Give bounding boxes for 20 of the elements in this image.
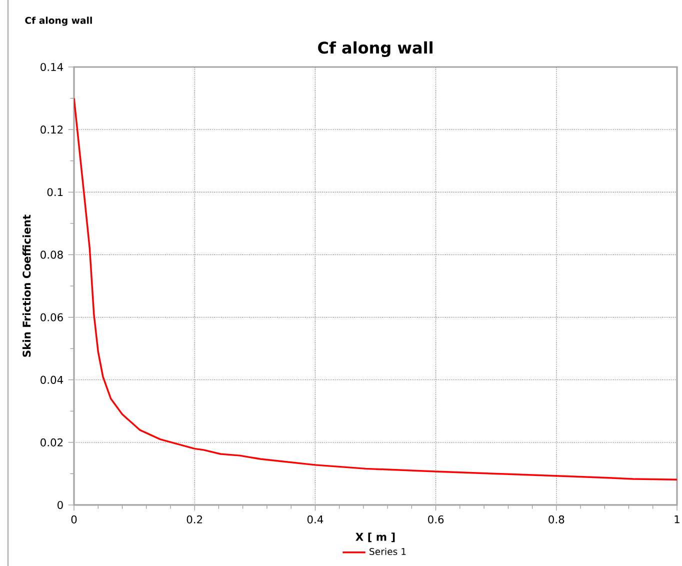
x-tick-label: 0.2 (186, 515, 202, 524)
x-tick-label: 0 (71, 515, 77, 524)
y-tick-label: 0.08 (40, 250, 63, 259)
text: Cf along wall (25, 16, 92, 26)
x-tick-label: 0.4 (307, 515, 324, 524)
x-tick-label: 0.6 (428, 515, 444, 524)
x-tick-label: 0.8 (548, 515, 564, 524)
y-tick-label: 0 (58, 500, 63, 510)
x-tick-label: 1 (674, 515, 680, 524)
y-tick-label: 0.04 (40, 376, 64, 384)
line-series (74, 97, 677, 481)
y-tick-label: 0.06 (40, 313, 63, 322)
x-axis-title: X [ m ] (356, 532, 395, 542)
y-tick-label: 0.14 (40, 62, 64, 72)
y-tick-label: 0.12 (40, 126, 63, 134)
y-axis-title: Skin Friction Coefficient (22, 214, 31, 357)
chart-title: Cf along wall (318, 41, 432, 57)
legend-label: Series 1 (370, 548, 406, 556)
y-tick-label: 0.1 (47, 188, 63, 196)
y-tick-label: 0.02 (40, 438, 63, 446)
